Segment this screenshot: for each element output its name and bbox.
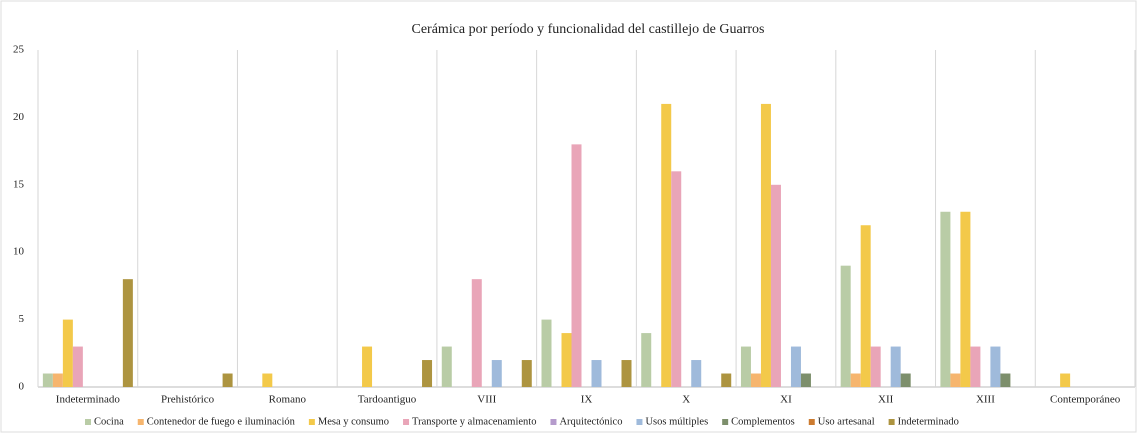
legend-label: Transporte y almacenamiento — [412, 416, 536, 427]
bar — [850, 373, 861, 387]
legend-swatch — [85, 419, 91, 425]
bar — [870, 346, 881, 387]
legend-swatch — [403, 419, 410, 425]
bar — [890, 346, 901, 387]
bar — [770, 184, 781, 387]
legend-swatch — [137, 419, 144, 425]
x-tick-label: Indeterminado — [56, 394, 121, 406]
bar — [422, 360, 433, 387]
legend-label: Indeterminado — [898, 416, 959, 427]
bar — [970, 346, 981, 387]
y-tick-label: 0 — [19, 381, 25, 393]
bar — [122, 279, 133, 387]
x-tick-label: Contemporáneo — [1050, 394, 1121, 406]
bar — [671, 171, 682, 387]
bar — [750, 373, 761, 387]
bar — [990, 346, 1001, 387]
legend-swatch — [722, 419, 729, 425]
legend-label: Contenedor de fuego e iluminación — [147, 416, 296, 427]
y-tick-label: 10 — [13, 246, 25, 258]
x-tick-label: IX — [581, 394, 593, 406]
bar — [362, 346, 373, 387]
bar — [1000, 373, 1011, 387]
x-tick-label: Romano — [269, 394, 307, 406]
bar — [42, 373, 53, 387]
legend-label: Cocina — [94, 416, 124, 427]
legend-label: Mesa y consumo — [318, 416, 389, 427]
y-tick-label: 15 — [13, 178, 25, 190]
legend-swatch — [888, 419, 895, 425]
legend-label: Usos múltiples — [645, 416, 708, 427]
x-tick-label: Prehistórico — [161, 394, 215, 406]
bar — [561, 333, 572, 387]
bar — [72, 346, 83, 387]
bar — [571, 144, 582, 387]
y-tick-label: 5 — [19, 313, 25, 325]
bar — [721, 373, 732, 387]
legend-label: Complementos — [731, 416, 795, 427]
bar — [860, 225, 871, 387]
bar — [840, 265, 851, 387]
legend-label: Uso artesanal — [818, 416, 875, 427]
bar — [691, 360, 702, 387]
x-tick-label: XIII — [976, 394, 995, 406]
chart-title: Cerámica por período y funcionalidad del… — [412, 22, 765, 37]
y-tick-label: 25 — [13, 44, 25, 56]
bar — [800, 373, 811, 387]
bar — [62, 319, 73, 387]
bar — [940, 211, 951, 387]
bar — [950, 373, 961, 387]
bar — [1060, 373, 1071, 387]
x-tick-label: X — [682, 394, 690, 406]
bar — [900, 373, 911, 387]
bar — [222, 373, 233, 387]
bar — [641, 333, 652, 387]
bar — [521, 360, 532, 387]
bar — [441, 346, 452, 387]
bar — [471, 279, 482, 387]
x-tick-label: XI — [780, 394, 792, 406]
y-tick-label: 20 — [13, 111, 25, 123]
legend-swatch — [308, 419, 315, 425]
bar — [790, 346, 801, 387]
bar — [960, 211, 971, 387]
bar — [621, 360, 632, 387]
bar — [760, 103, 771, 388]
bar — [52, 373, 63, 387]
x-tick-label: VIII — [477, 394, 496, 406]
bar — [262, 373, 273, 387]
bar — [491, 360, 502, 387]
legend-label: Arquitectónico — [559, 416, 622, 427]
x-tick-label: Tardoantiguo — [358, 394, 417, 406]
legend-swatch — [808, 419, 815, 425]
legend-swatch — [550, 419, 557, 425]
x-tick-label: XII — [878, 394, 894, 406]
bar — [740, 346, 751, 387]
legend-swatch — [636, 419, 643, 425]
bar — [591, 360, 602, 387]
bar — [661, 103, 672, 388]
bar — [541, 319, 552, 387]
